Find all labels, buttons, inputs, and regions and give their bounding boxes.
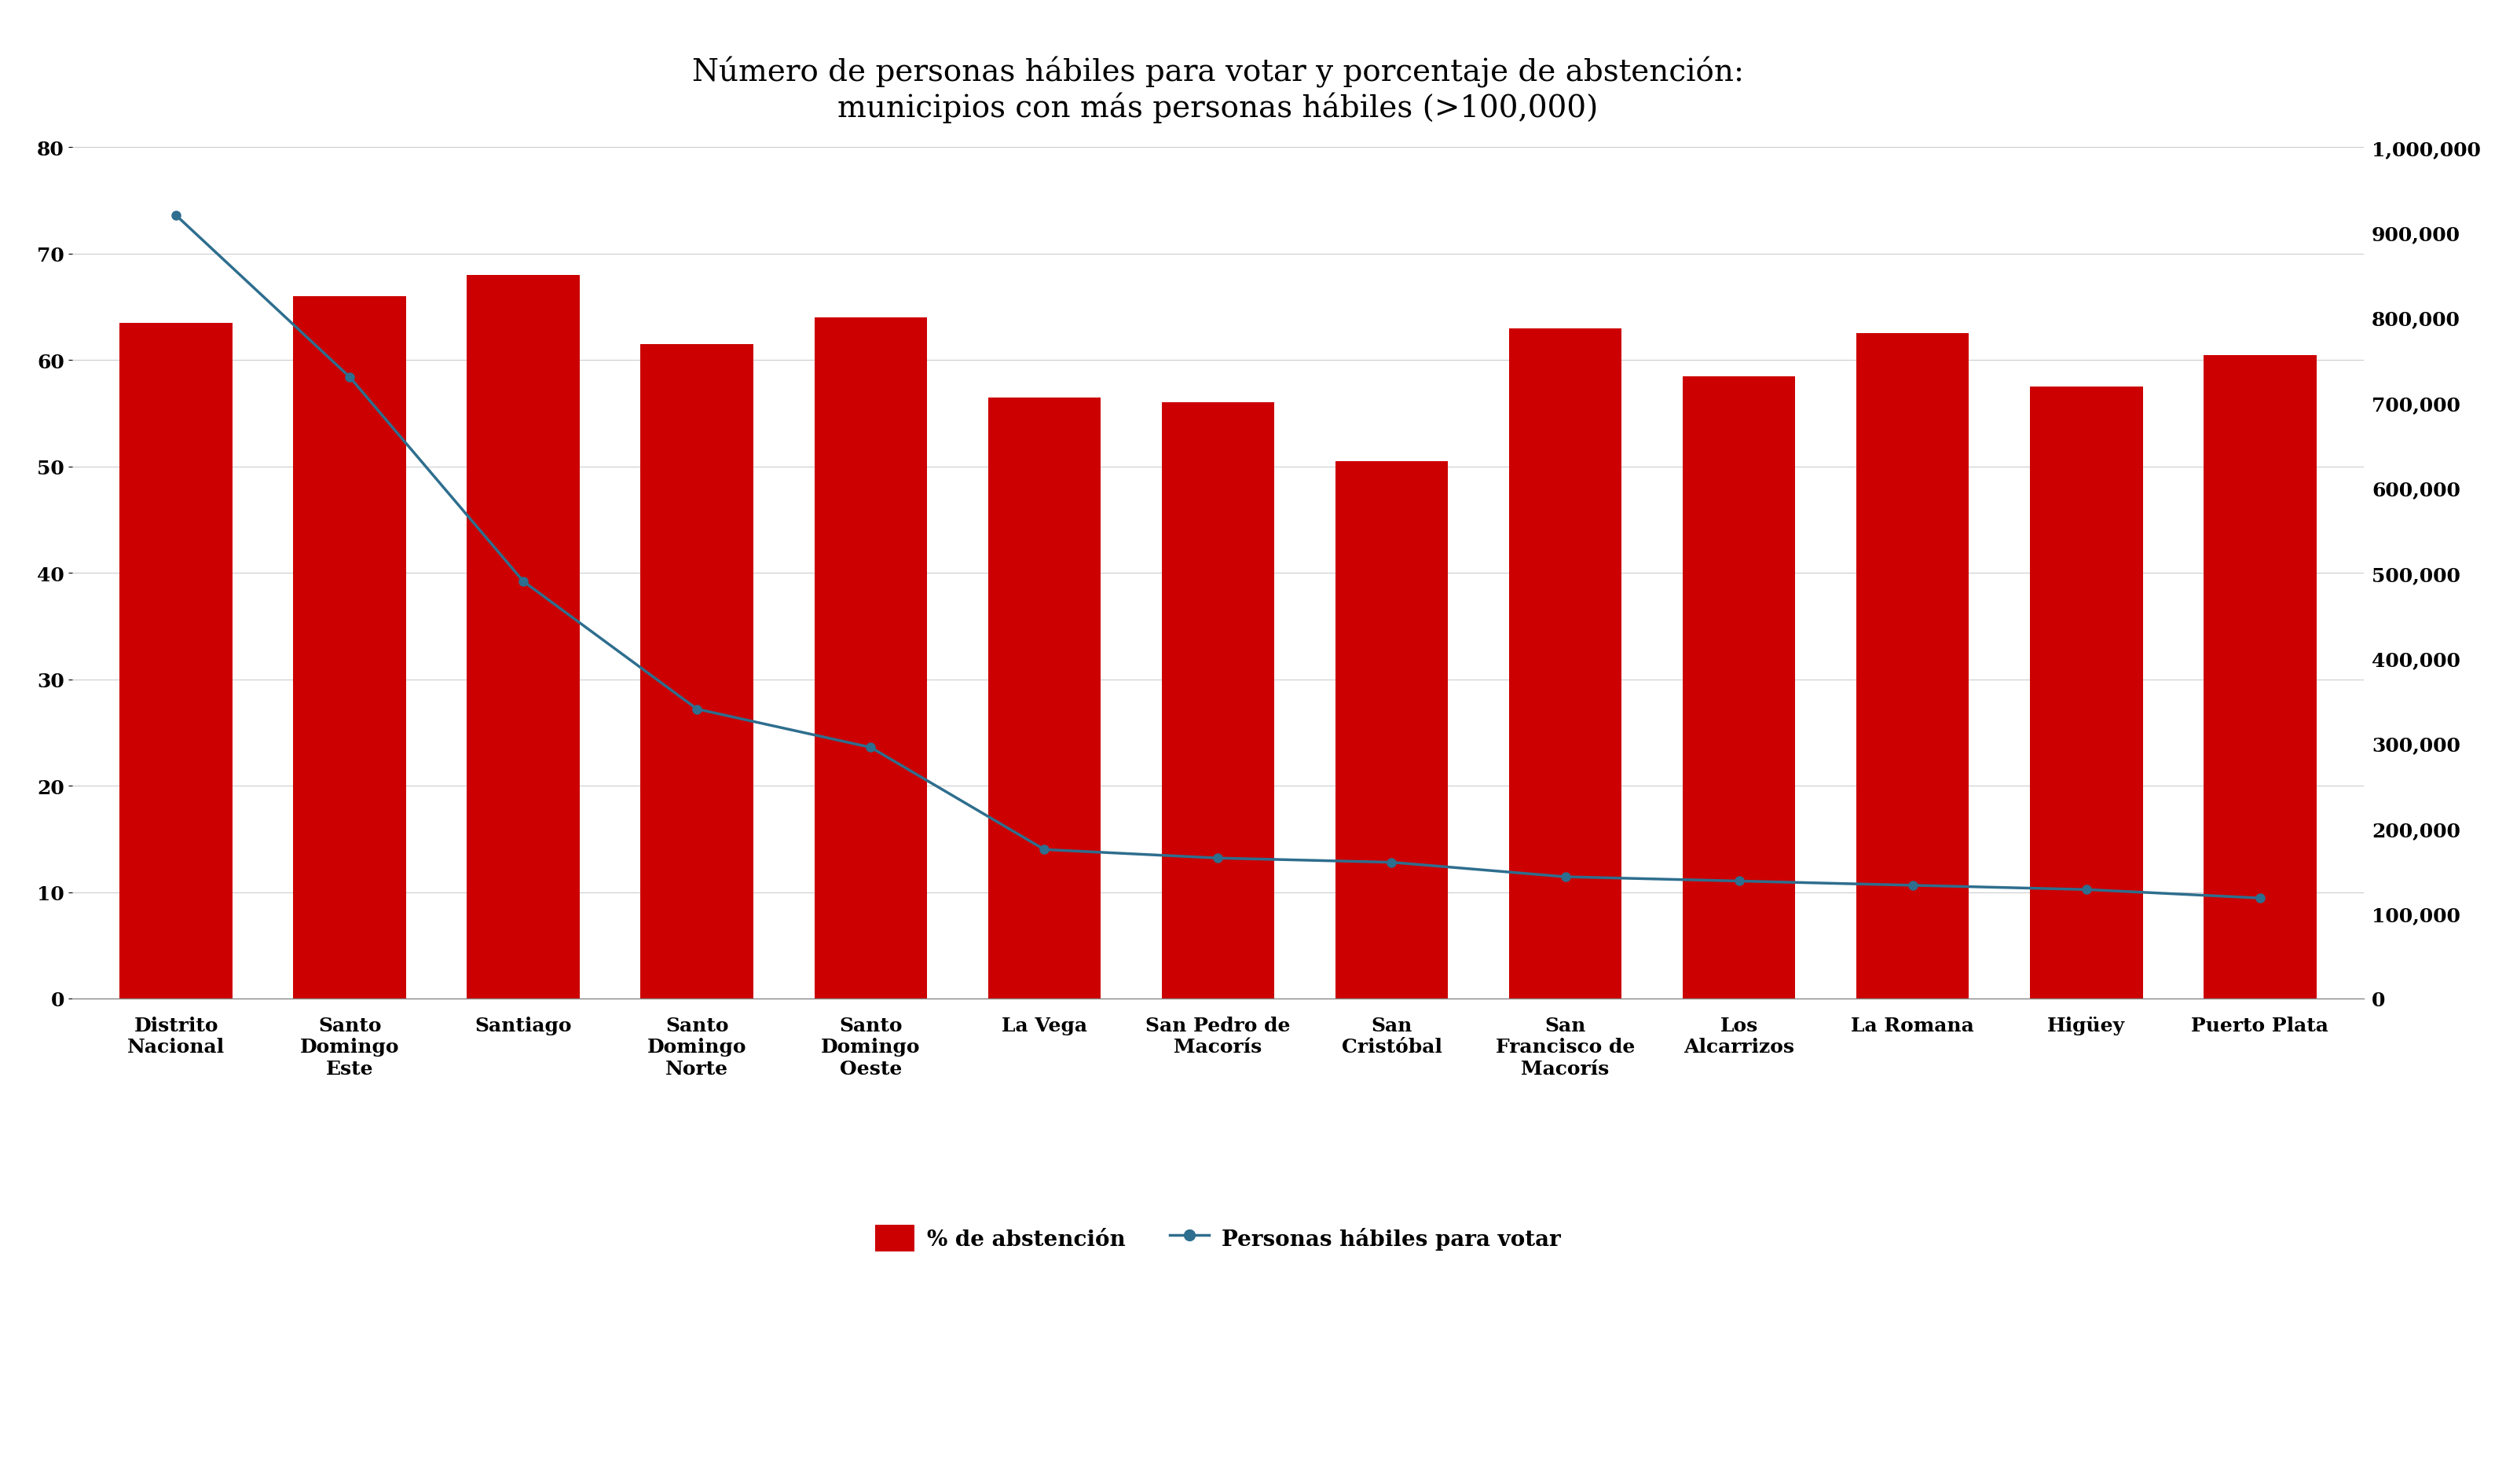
Bar [2202, 355, 2316, 999]
Bar [2029, 387, 2142, 999]
Bar [1508, 329, 1621, 999]
Bar [292, 297, 405, 999]
Bar [1334, 462, 1447, 999]
Title: Número de personas hábiles para votar y porcentaje de abstención:
municipios con: Número de personas hábiles para votar y … [692, 56, 1744, 123]
Bar [639, 344, 753, 999]
Bar [1681, 377, 1795, 999]
Bar [121, 324, 232, 999]
Bar [1855, 334, 1968, 999]
Bar [987, 398, 1100, 999]
Bar [466, 276, 579, 999]
Legend: % de abstención, Personas hábiles para votar: % de abstención, Personas hábiles para v… [866, 1215, 1568, 1260]
Bar [1160, 404, 1274, 999]
Bar [813, 318, 926, 999]
